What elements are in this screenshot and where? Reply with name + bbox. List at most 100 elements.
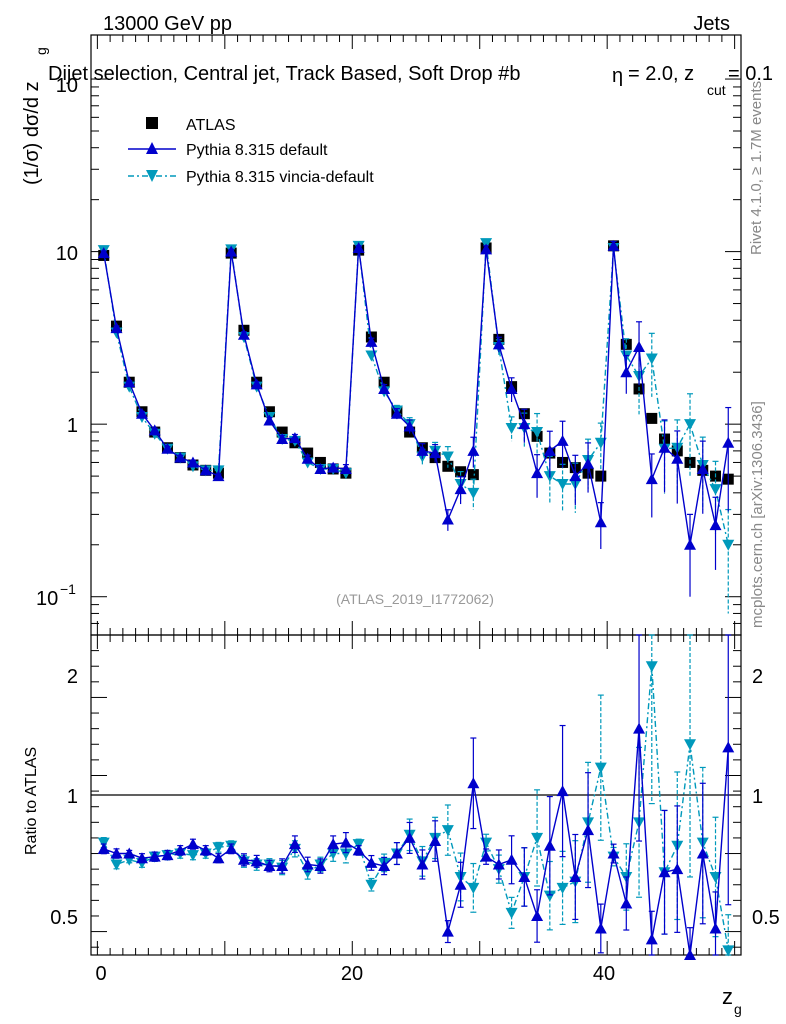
pythia-ratio-point bbox=[518, 870, 531, 882]
ratio-ytick-0.5-right: 0.5 bbox=[752, 907, 780, 929]
legend-vincia-label: Pythia 8.315 vincia-default bbox=[186, 169, 374, 186]
pythia-ratio-point bbox=[416, 858, 429, 870]
pythia-ratio-point bbox=[531, 909, 544, 921]
y-axis-label-ratio: Ratio to ATLAS bbox=[23, 747, 40, 855]
xtick-40: 40 bbox=[593, 963, 615, 985]
pythia-ratio-point bbox=[658, 866, 671, 878]
pythia-ratio-point bbox=[288, 838, 301, 850]
pythia-ratio-point bbox=[199, 844, 212, 856]
pythia-main-point bbox=[543, 444, 556, 456]
vincia-ratio-point bbox=[441, 825, 454, 837]
pythia-ratio-point bbox=[212, 852, 225, 864]
vincia-ratio-line bbox=[103, 666, 729, 951]
pythia-main-point bbox=[212, 470, 225, 482]
pythia-main-point bbox=[531, 467, 544, 479]
legend-pythia-marker bbox=[146, 142, 158, 154]
pythia-main-point bbox=[518, 418, 531, 430]
pythia-ratio-point bbox=[467, 777, 480, 789]
vincia-ratio-point bbox=[594, 762, 607, 774]
pythia-main-point bbox=[110, 322, 123, 334]
pythia-ratio-point bbox=[161, 849, 174, 861]
pythia-ratio-point bbox=[263, 860, 276, 872]
pythia-ratio-point bbox=[594, 922, 607, 934]
pythia-ratio-point bbox=[556, 785, 569, 797]
title-tail: = 2.0, z bbox=[628, 63, 694, 85]
ratio-ytick-0.5-left: 0.5 bbox=[50, 907, 78, 929]
pythia-ratio-point bbox=[186, 838, 199, 850]
pythia-ratio-point bbox=[607, 847, 620, 859]
ratio-data-layer bbox=[97, 634, 735, 960]
pythia-ratio-point bbox=[696, 847, 709, 859]
pythia-main-point bbox=[722, 436, 735, 448]
y-label-main-text: (1/σ) dσ/d z bbox=[21, 81, 43, 185]
legend-atlas-label: ATLAS bbox=[186, 117, 236, 134]
pythia-ratio-point bbox=[301, 858, 314, 870]
pythia-ratio-point bbox=[352, 844, 365, 856]
pythia-main-point bbox=[658, 441, 671, 453]
pythia-main-point bbox=[569, 470, 582, 482]
pythia-ratio-point bbox=[110, 847, 123, 859]
pythia-main-point bbox=[429, 447, 442, 459]
pythia-ratio-point bbox=[378, 860, 391, 872]
pythia-main-point bbox=[250, 378, 263, 390]
pythia-main-point bbox=[594, 516, 607, 528]
plot-title: Dijet selection, Central jet, Track Base… bbox=[48, 63, 773, 98]
pythia-main-point bbox=[352, 241, 365, 253]
vincia-main-point bbox=[505, 423, 518, 435]
main-ytick-10-upper-base: 10 bbox=[56, 75, 78, 97]
atlas-data-point bbox=[620, 338, 632, 350]
pythia-main-point bbox=[556, 434, 569, 446]
pythia-main-point bbox=[276, 433, 289, 445]
pythia-main-point bbox=[186, 456, 199, 468]
ratio-ytick-2-left: 2 bbox=[67, 666, 78, 688]
pythia-ratio-point bbox=[684, 949, 697, 960]
title-main: Dijet selection, Central jet, Track Base… bbox=[48, 63, 520, 85]
pythia-ratio-point bbox=[620, 897, 633, 909]
pythia-ratio-point bbox=[645, 933, 658, 945]
rivet-label: Rivet 4.1.0, ≥ 1.7M events bbox=[748, 81, 765, 255]
pythia-ratio-point bbox=[569, 870, 582, 882]
legend-vincia-marker bbox=[146, 170, 158, 182]
xtick-20: 20 bbox=[341, 963, 363, 985]
pythia-ratio-point bbox=[225, 842, 238, 854]
vincia-ratio-point bbox=[212, 842, 225, 854]
pythia-main-point bbox=[620, 366, 633, 378]
pythia-main-point bbox=[237, 328, 250, 340]
vincia-ratio-point bbox=[645, 661, 658, 673]
pythia-main-point bbox=[378, 382, 391, 394]
mcplots-label: mcplots.cern.ch [arXiv:1306.3436] bbox=[749, 401, 766, 628]
vincia-ratio-point bbox=[480, 837, 493, 849]
y-axis-label-main: (1/σ) dσ/d z g bbox=[21, 47, 49, 185]
pythia-main-point bbox=[607, 239, 620, 251]
pythia-main-point bbox=[263, 414, 276, 426]
pythia-main-point bbox=[441, 513, 454, 525]
vincia-ratio-point bbox=[186, 850, 199, 862]
pythia-main-point bbox=[492, 338, 505, 350]
pythia-ratio-point bbox=[276, 860, 289, 872]
legend: ATLAS Pythia 8.315 default Pythia 8.315 … bbox=[128, 117, 374, 186]
vincia-main-point bbox=[722, 539, 735, 551]
vincia-ratio-point bbox=[531, 832, 544, 844]
atlas-data-point bbox=[314, 456, 326, 468]
pythia-main-point bbox=[135, 407, 148, 419]
atlas-data-point bbox=[378, 376, 390, 388]
pythia-main-point bbox=[123, 376, 136, 388]
xtick-0: 0 bbox=[95, 963, 106, 985]
process-label: Jets bbox=[693, 13, 730, 35]
vincia-ratio-point bbox=[467, 882, 480, 894]
pythia-main-point bbox=[696, 462, 709, 474]
pythia-ratio-point bbox=[365, 856, 378, 868]
vincia-ratio-point bbox=[556, 882, 569, 894]
pythia-main-point bbox=[709, 519, 722, 531]
vincia-ratio-point bbox=[110, 859, 123, 871]
vincia-main-point bbox=[531, 427, 544, 439]
main-ytick-1: 1 bbox=[67, 415, 78, 437]
main-data-layer bbox=[97, 238, 735, 614]
main-ytick-0.1: 10 −1 bbox=[36, 581, 76, 610]
pythia-main-point bbox=[645, 473, 658, 485]
vincia-main-point bbox=[684, 419, 697, 431]
vincia-ratio-point bbox=[339, 848, 352, 860]
pythia-main-point bbox=[684, 538, 697, 550]
pythia-main-point bbox=[314, 462, 327, 474]
pythia-ratio-point bbox=[314, 860, 327, 872]
